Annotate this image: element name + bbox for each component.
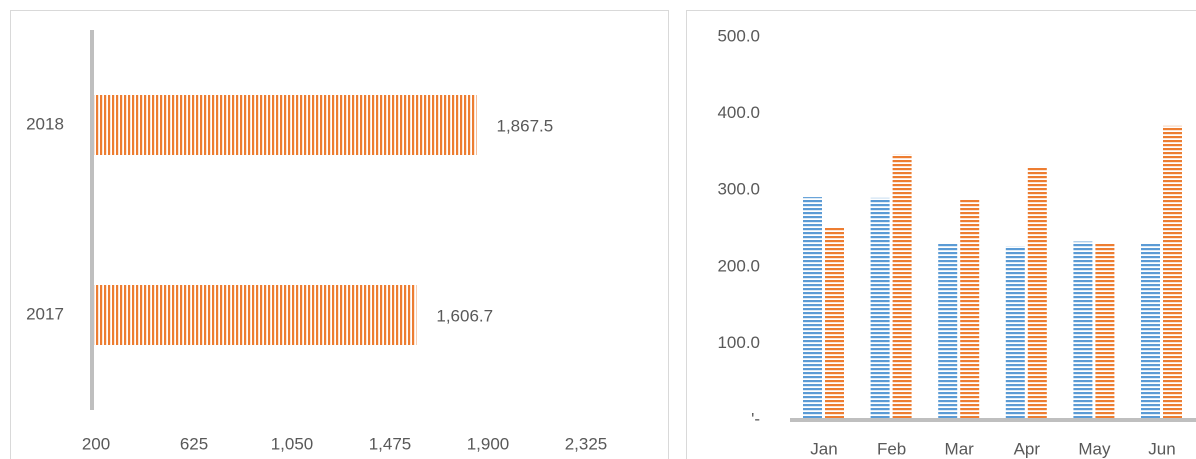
bar [1141,243,1160,420]
bar [1073,241,1093,420]
y-tick-label: '- [751,409,760,428]
x-tick-label: Jun [1148,439,1175,458]
y-tick-label: 300.0 [717,180,760,199]
right-panel [686,10,1196,459]
x-tick-label: Jan [810,439,837,458]
left-panel [10,10,669,459]
bar [92,285,417,345]
y-tick-label: 2018 [26,114,64,133]
x-tick-label: 200 [82,434,110,453]
x-tick-label: 1,475 [369,434,412,453]
x-tick-label: 625 [180,434,208,453]
bar [92,95,477,155]
x-tick-label: Apr [1014,439,1041,458]
bar [825,226,844,420]
x-tick-label: Feb [877,439,906,458]
y-tick-label: 500.0 [717,26,760,45]
bar [803,197,822,420]
x-tick-label: 2,325 [565,434,608,453]
value-label: 1,606.7 [436,306,493,325]
x-tick-label: May [1078,439,1111,458]
value-label: 1,867.5 [497,116,554,135]
x-tick-label: 1,900 [467,434,510,453]
x-tick-label: Mar [945,439,975,458]
x-tick-label: 1,050 [271,434,314,453]
y-tick-label: 2017 [26,304,64,323]
bar [1005,246,1025,420]
bar [938,243,958,420]
y-tick-label: 200.0 [717,256,760,275]
y-tick-label: 100.0 [717,333,760,352]
bar [870,197,890,420]
bar [1027,166,1047,420]
bar [1163,125,1182,420]
bar [892,154,912,420]
bar [960,198,980,420]
bar [1095,243,1115,420]
y-tick-label: 400.0 [717,103,760,122]
